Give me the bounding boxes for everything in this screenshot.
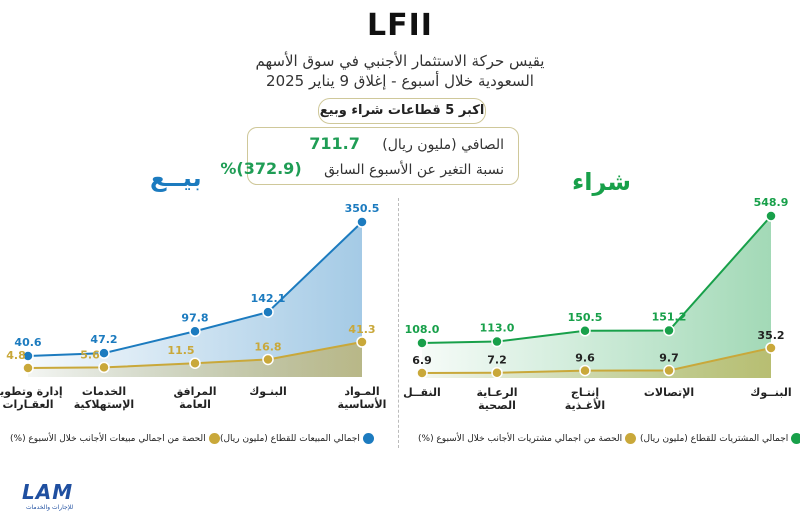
sell-share-label: 4.8 bbox=[6, 349, 26, 362]
buy-category-label: الإتصالات bbox=[644, 386, 694, 399]
buy-total-point bbox=[765, 210, 777, 222]
logo-tagline: للإجارات والخدمات bbox=[25, 504, 74, 511]
buy-share-area bbox=[422, 348, 771, 378]
sell-total-point bbox=[189, 325, 201, 338]
buy-total-label: 108.0 bbox=[405, 323, 440, 336]
sell-share-point bbox=[189, 357, 201, 369]
sell-share-point bbox=[262, 353, 274, 366]
page-title: LFII bbox=[367, 8, 433, 43]
buy-category-label: إنتـاج الأغـذية bbox=[565, 386, 605, 412]
summary-box: الصافي (مليون ريال) 711.7 نسبة التغير عن… bbox=[220, 127, 519, 185]
sell-share-point bbox=[98, 361, 110, 374]
change-value: (372.9)% bbox=[220, 159, 302, 178]
subtitle-line-2: السعودية خلال أسبوع - إغلاق 9 يناير 2025 bbox=[266, 72, 534, 90]
buy-share-label: 9.7 bbox=[659, 352, 679, 365]
sell-share-point bbox=[356, 336, 368, 348]
buy-share-point bbox=[579, 364, 591, 377]
buy-total-label: 151.2 bbox=[652, 311, 687, 324]
panel-divider bbox=[398, 198, 399, 448]
subtitle-line-1: يقيس حركة الاستثمار الأجنبي في سوق الأسه… bbox=[255, 52, 545, 70]
net-row: الصافي (مليون ريال) 711.7 bbox=[309, 134, 504, 153]
logo-name: LAM bbox=[22, 480, 74, 504]
sell-category-label: المرافق العامة bbox=[173, 385, 216, 411]
sell-total-label: 40.6 bbox=[14, 336, 41, 349]
legend-swatch-blue bbox=[362, 433, 374, 444]
sell-total-label: 97.8 bbox=[181, 311, 208, 324]
legend-swatch-green bbox=[791, 433, 800, 444]
sell-category-label: المـواد الأساسية bbox=[338, 385, 387, 411]
sell-legend-share: الحصة من اجمالي مبيعات الأجانب خلال الأس… bbox=[10, 433, 220, 444]
buy-share-label: 35.2 bbox=[757, 329, 784, 342]
sell-share-label: 11.5 bbox=[167, 344, 194, 357]
sell-total-label: 350.5 bbox=[345, 202, 380, 215]
sell-legend-total-label: اجمالي المبيعات للقطاع (مليون ريال) bbox=[220, 434, 360, 444]
buy-share-point bbox=[491, 366, 503, 379]
buy-share-point bbox=[416, 367, 428, 379]
sell-total-point bbox=[22, 350, 34, 362]
logo: LAM للإجارات والخدمات bbox=[22, 480, 73, 511]
sell-share-label: 16.8 bbox=[254, 340, 281, 353]
buy-category-label: البنــوك bbox=[750, 386, 791, 399]
buy-share-label: 9.6 bbox=[575, 352, 595, 365]
sell-legend-total: اجمالي المبيعات للقطاع (مليون ريال) bbox=[220, 433, 374, 444]
sell-total-label: 47.2 bbox=[90, 333, 117, 346]
buy-legend-share: الحصة من اجمالي مشتريات الأجانب خلال الأ… bbox=[418, 433, 636, 444]
legend-swatch-gold bbox=[625, 433, 636, 444]
buy-total-point bbox=[579, 325, 591, 337]
sell-category-label: البنـوك bbox=[249, 385, 287, 398]
buy-total-label: 150.5 bbox=[568, 311, 603, 324]
buy-total-label: 548.9 bbox=[754, 196, 789, 209]
buy-legend-total: اجمالي المشتريات للقطاع (مليون ريال) bbox=[640, 433, 800, 444]
buy-total-area bbox=[422, 216, 771, 378]
sell-total-point bbox=[356, 216, 368, 228]
buy-total-point bbox=[491, 335, 503, 348]
buy-share-label: 6.9 bbox=[412, 354, 432, 367]
legend-swatch-gold bbox=[208, 433, 220, 444]
change-row: نسبة التغير عن الأسبوع السابق (372.9)% bbox=[220, 159, 504, 178]
buy-category-label: الرعـاية الصحية bbox=[477, 386, 518, 412]
sell-legend-share-label: الحصة من اجمالي مبيعات الأجانب خلال الأس… bbox=[10, 434, 206, 444]
buy-total-point bbox=[663, 324, 675, 337]
net-label: الصافي (مليون ريال) bbox=[382, 137, 504, 153]
sell-category-label: إدارة وتطوير العقـارات bbox=[0, 385, 63, 411]
sell-total-label: 142.1 bbox=[251, 292, 286, 305]
sell-category-label: الخدمات الإستهلاكية bbox=[74, 385, 134, 411]
buy-total-label: 113.0 bbox=[480, 322, 515, 335]
change-label: نسبة التغير عن الأسبوع السابق bbox=[324, 162, 504, 178]
buy-total-point bbox=[416, 337, 428, 349]
sell-panel-title: بيــع bbox=[150, 164, 202, 192]
top-sectors-label: اكبر 5 قطاعات شراء وبيع bbox=[318, 98, 486, 124]
buy-share-point bbox=[765, 342, 777, 354]
buy-share-point bbox=[663, 364, 675, 377]
sell-total-area bbox=[28, 222, 362, 377]
sell-chart: 40.6 47.2 97.8 142.1 350.5 4.8 5.6 11.5 16.8 41.3… bbox=[0, 202, 386, 411]
buy-category-label: النقــل bbox=[403, 386, 441, 399]
buy-panel-title: شراء bbox=[572, 168, 632, 196]
sell-share-label: 5.6 bbox=[80, 348, 100, 361]
buy-chart: 108.0 113.0 150.5 151.2 548.9 6.9 7.2 9.6 9.7 35.… bbox=[403, 196, 792, 412]
sell-total-point bbox=[98, 347, 110, 359]
sell-total-point bbox=[262, 306, 274, 318]
sell-share-point bbox=[22, 362, 34, 374]
buy-legend-share-label: الحصة من اجمالي مشتريات الأجانب خلال الأ… bbox=[418, 434, 623, 444]
sell-share-label: 41.3 bbox=[348, 323, 375, 336]
buy-legend-total-label: اجمالي المشتريات للقطاع (مليون ريال) bbox=[640, 434, 789, 444]
buy-share-label: 7.2 bbox=[487, 354, 507, 367]
net-value: 711.7 bbox=[309, 134, 360, 153]
sell-share-area bbox=[28, 342, 362, 377]
